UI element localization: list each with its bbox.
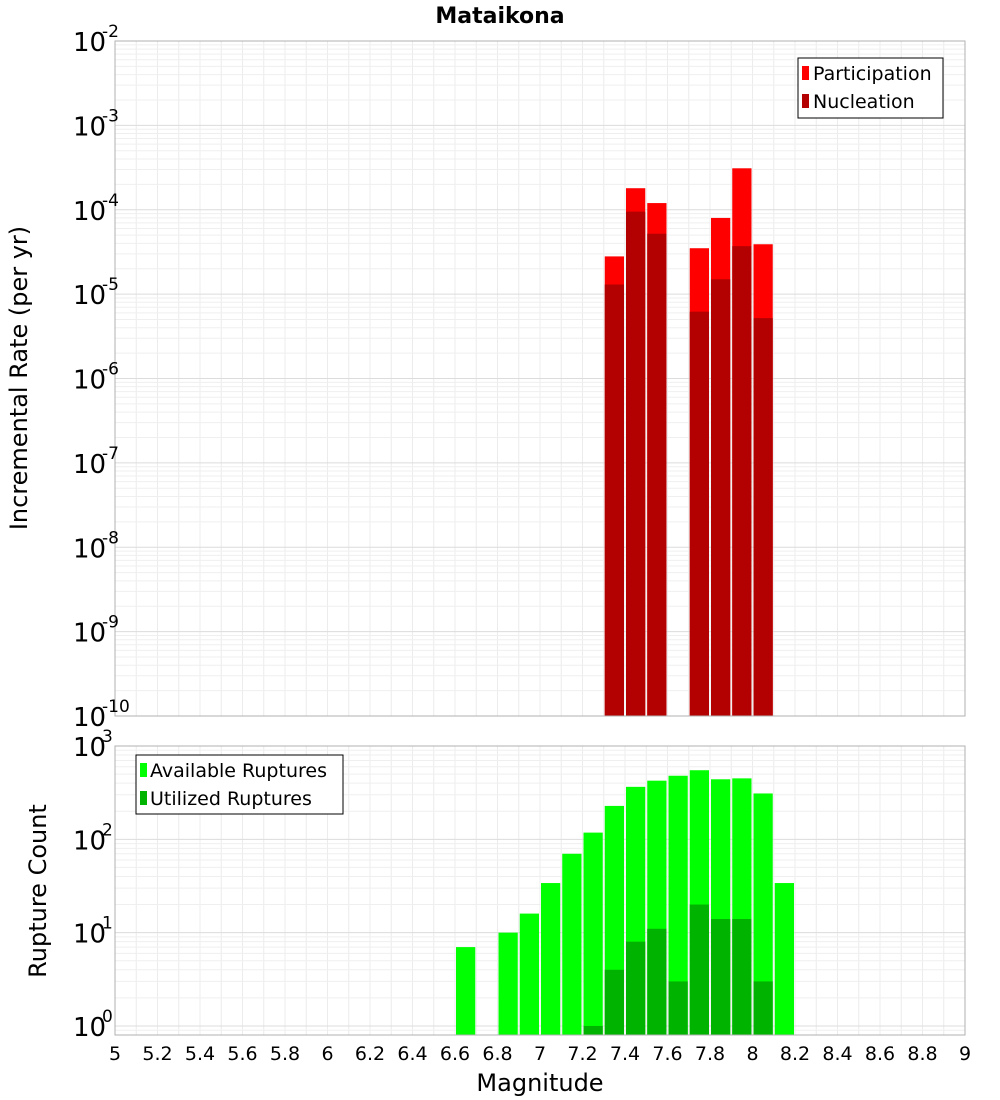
x-tick-label: 8.6 xyxy=(865,1043,895,1065)
x-tick-label: 6.4 xyxy=(397,1043,427,1065)
top-bar-b xyxy=(647,233,667,716)
legend-swatch-participation xyxy=(802,66,809,80)
bottom-bar-b xyxy=(689,904,709,1035)
x-tick-label: 5.6 xyxy=(227,1043,257,1065)
legend-label-available-ruptures: Available Ruptures xyxy=(150,760,327,782)
bottom-y-tick-label: 10 xyxy=(73,920,106,950)
legend-swatch-utilized xyxy=(140,791,147,805)
bottom-bar-b xyxy=(668,981,688,1035)
x-tick-label: 6.6 xyxy=(440,1043,470,1065)
top-y-tick-exponent: -5 xyxy=(102,275,119,295)
x-tick-label: 8.2 xyxy=(780,1043,810,1065)
bottom-bar-b xyxy=(732,919,752,1035)
bottom-bar-a xyxy=(753,793,773,1035)
bottom-y-axis-label: Rupture Count xyxy=(24,804,52,978)
top-y-axis-label: Incremental Rate (per yr) xyxy=(5,226,33,530)
x-tick-label: 5.2 xyxy=(142,1043,172,1065)
x-tick-label: 8.4 xyxy=(822,1043,852,1065)
bottom-legend: Available Ruptures Utilized Ruptures xyxy=(135,754,344,815)
x-axis-label: Magnitude xyxy=(476,1069,603,1097)
bottom-bar-a xyxy=(774,883,794,1035)
top-y-tick-label: 10 xyxy=(73,28,106,58)
x-tick-label: 9 xyxy=(959,1043,971,1065)
top-y-tick-exponent: -3 xyxy=(102,106,119,126)
x-tick-label: 7.4 xyxy=(610,1043,640,1065)
top-legend-box xyxy=(797,57,944,119)
top-bar-b xyxy=(626,211,646,716)
bottom-y-tick-exponent: 0 xyxy=(102,1007,113,1027)
bottom-y-tick-exponent: 1 xyxy=(102,914,113,934)
legend-label-utilized-ruptures: Utilized Ruptures xyxy=(150,788,312,810)
top-bar-b xyxy=(711,279,731,716)
bottom-bar-a xyxy=(519,913,539,1035)
bottom-bar-a xyxy=(562,853,582,1035)
bottom-y-tick-label: 10 xyxy=(73,826,106,856)
bottom-bar-b xyxy=(753,981,773,1035)
x-tick-label: 8.8 xyxy=(907,1043,937,1065)
top-y-tick-exponent: -8 xyxy=(102,528,119,548)
top-legend: Participation Nucleation xyxy=(797,57,944,119)
bottom-bar-b xyxy=(583,1025,603,1035)
x-tick-label: 6 xyxy=(321,1043,333,1065)
x-tick-label: 7 xyxy=(534,1043,546,1065)
x-tick-label: 6.2 xyxy=(355,1043,385,1065)
top-y-tick-label: 10 xyxy=(73,450,106,480)
x-tick-label: 5.4 xyxy=(185,1043,215,1065)
bottom-plot-frame xyxy=(114,745,966,1036)
top-plot-frame xyxy=(114,40,966,717)
top-y-tick-exponent: -10 xyxy=(102,697,130,717)
bottom-bar-b xyxy=(604,969,624,1035)
x-tick-label: 7.2 xyxy=(567,1043,597,1065)
top-y-tick-exponent: -7 xyxy=(102,444,119,464)
x-tick-label: 6.8 xyxy=(482,1043,512,1065)
bottom-bar-b xyxy=(626,941,646,1035)
bottom-y-tick-exponent: 3 xyxy=(102,727,113,747)
top-y-tick-label: 10 xyxy=(73,619,106,649)
top-y-tick-exponent: -9 xyxy=(102,613,119,633)
top-y-tick-exponent: -4 xyxy=(102,191,119,211)
bottom-y-tick-exponent: 2 xyxy=(102,820,113,840)
top-y-tick-label: 10 xyxy=(73,112,106,142)
top-y-tick-label: 10 xyxy=(73,366,106,396)
bottom-y-tick-label: 10 xyxy=(73,733,106,763)
bottom-y-tick-label: 10 xyxy=(73,1013,106,1043)
x-tick-label: 5.8 xyxy=(270,1043,300,1065)
top-bar-b xyxy=(753,318,773,716)
top-y-tick-label: 10 xyxy=(73,534,106,564)
bottom-bar-a xyxy=(668,775,688,1035)
legend-swatch-nucleation xyxy=(802,94,809,108)
legend-label-participation: Participation xyxy=(813,63,932,85)
top-bar-b xyxy=(732,246,752,716)
top-bar-b xyxy=(604,284,624,716)
x-tick-label: 8 xyxy=(746,1043,758,1065)
top-bar-b xyxy=(689,311,709,716)
x-tick-label: 7.8 xyxy=(695,1043,725,1065)
bottom-bar-a xyxy=(456,947,476,1035)
top-y-tick-label: 10 xyxy=(73,703,106,733)
top-y-tick-label: 10 xyxy=(73,281,106,311)
bottom-bar-b xyxy=(647,928,667,1035)
bottom-bar-a xyxy=(498,932,518,1035)
top-y-tick-exponent: -6 xyxy=(102,360,119,380)
x-tick-label: 7.6 xyxy=(652,1043,682,1065)
bottom-bar-a xyxy=(583,832,603,1035)
top-y-tick-label: 10 xyxy=(73,197,106,227)
chart-title: Mataikona xyxy=(435,4,564,29)
legend-label-nucleation: Nucleation xyxy=(813,91,915,113)
bottom-bar-a xyxy=(541,883,561,1035)
bottom-legend-box xyxy=(135,754,344,815)
bottom-bar-b xyxy=(711,919,731,1035)
x-tick-label: 5 xyxy=(109,1043,121,1065)
legend-swatch-available xyxy=(140,763,147,777)
top-y-tick-exponent: -2 xyxy=(102,22,119,42)
